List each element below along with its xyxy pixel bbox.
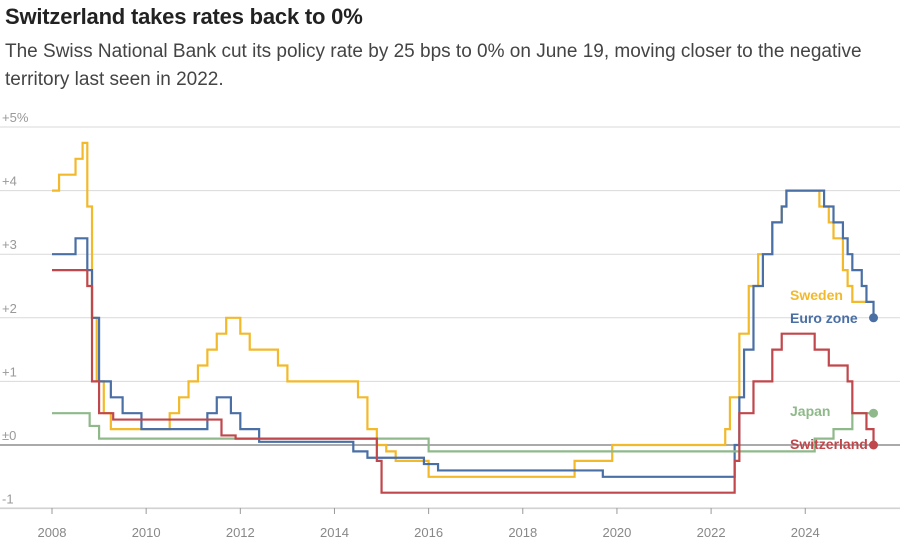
y-tick-label: +3 xyxy=(2,237,17,252)
y-tick-label: +5% xyxy=(2,110,29,125)
x-tick-label: 2014 xyxy=(320,525,349,540)
x-tick-label: 2022 xyxy=(697,525,726,540)
chart-subtitle: The Swiss National Bank cut its policy r… xyxy=(5,41,862,90)
y-tick-label: +4 xyxy=(2,174,17,189)
legend-label-euro-zone: Euro zone xyxy=(790,310,858,326)
x-tick-label: 2008 xyxy=(38,525,67,540)
series-line-switzerland xyxy=(52,269,875,494)
chart-title: Switzerland takes rates back to 0% xyxy=(5,4,363,29)
y-tick-label: ±0 xyxy=(2,428,16,443)
series-end-marker-japan xyxy=(869,408,879,418)
series-line-euro-zone xyxy=(52,189,875,478)
series-end-marker-switzerland xyxy=(869,440,879,450)
legend-label-japan: Japan xyxy=(790,403,830,419)
x-tick-label: 2018 xyxy=(508,525,537,540)
series-line-sweden xyxy=(52,141,867,478)
legend-label-switzerland: Switzerland xyxy=(790,436,868,452)
legend-label-sweden: Sweden xyxy=(790,287,843,303)
y-tick-label: +2 xyxy=(2,301,17,316)
series-line-japan xyxy=(52,412,874,453)
series-end-marker-euro-zone xyxy=(869,313,879,323)
y-tick-label: -1 xyxy=(2,492,14,507)
x-tick-label: 2020 xyxy=(602,525,631,540)
x-tick-label: 2010 xyxy=(132,525,161,540)
x-tick-label: 2024 xyxy=(791,525,820,540)
x-tick-label: 2016 xyxy=(414,525,443,540)
x-tick-label: 2012 xyxy=(226,525,255,540)
y-tick-label: +1 xyxy=(2,364,17,379)
